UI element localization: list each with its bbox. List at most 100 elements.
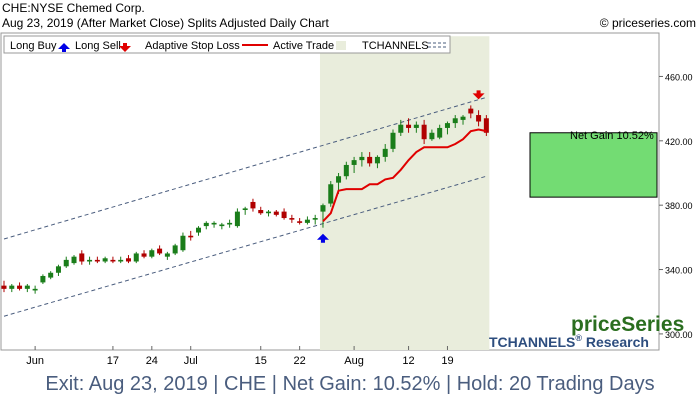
candle-body [304, 219, 310, 223]
candle-body [48, 272, 54, 278]
legend-stop-loss-label: Adaptive Stop Loss [145, 40, 240, 52]
brand-logo: priceSeries [571, 313, 684, 336]
candle-body [133, 253, 139, 262]
candle-body [234, 211, 240, 227]
candle-body [437, 127, 443, 138]
candles-layer [1, 105, 489, 294]
candle-body [382, 148, 388, 157]
candle-body [483, 118, 489, 133]
candle-body [40, 275, 46, 283]
y-tick-label: 460.00 [665, 72, 693, 82]
candle-body [398, 124, 404, 133]
candle-body [188, 235, 194, 238]
candle-body [359, 156, 365, 161]
legend-active-trade-label: Active Trade [273, 40, 334, 52]
candle-body [110, 259, 116, 262]
x-tick-label: 24 [146, 355, 158, 367]
candle-body [149, 250, 155, 257]
candle-body [32, 288, 38, 291]
candle-body [118, 259, 124, 262]
long-sell-signal-icon [472, 90, 485, 100]
candle-body [367, 156, 373, 164]
trade-summary-footer: Exit: Aug 23, 2019 | CHE | Net Gain: 10.… [45, 373, 655, 395]
legend-active-swatch [336, 41, 346, 50]
y-tick-label: 300.00 [665, 330, 693, 340]
candle-body [444, 123, 450, 128]
candle-body [63, 259, 69, 267]
stop-loss-layer [322, 128, 487, 222]
candle-body [24, 285, 30, 289]
candle-body [227, 222, 233, 225]
candle-body [406, 124, 412, 128]
active-trade-region [319, 36, 490, 351]
candle-body [180, 235, 186, 251]
chart-subtitle: Aug 23, 2019 (After Market Close) Splits… [2, 16, 329, 30]
candle-body [460, 116, 466, 120]
source-credit: © priceseries.com [599, 16, 696, 30]
tchannel-layer [3, 96, 658, 317]
x-tick-label: 22 [294, 355, 306, 367]
candle-body [258, 210, 264, 214]
x-tick-label: Jun [26, 355, 44, 367]
legend-tchannels-label: TCHANNELS [362, 40, 429, 52]
y-tick-label: 380.00 [665, 201, 693, 211]
legend: Long Buy Long Sell Adaptive Stop Loss Ac… [3, 35, 451, 54]
x-tick-label: 17 [107, 355, 119, 367]
x-tick-label: 19 [441, 355, 453, 367]
x-tick-label: 12 [402, 355, 414, 367]
legend-long-buy-label: Long Buy [10, 40, 57, 52]
candle-body [289, 218, 295, 220]
candle-body [452, 118, 458, 124]
candle-body [250, 201, 256, 209]
adaptive-stop-loss-line [322, 128, 487, 222]
long-buy-signal-icon [316, 233, 329, 243]
candle-body [281, 211, 287, 219]
axis-layer: 300.00 340.00 380.00 420.00 460.00 Jun 17 24 Jul… [26, 72, 692, 367]
candle-body [273, 211, 279, 215]
x-tick-label: Aug [344, 355, 364, 367]
candle-body [79, 253, 85, 262]
candle-body [94, 259, 100, 262]
candle-body [476, 115, 482, 122]
chart-title: CHE:NYSE Chemed Corp. [2, 1, 145, 15]
net-gain-box [529, 132, 658, 198]
candle-body [421, 124, 427, 140]
candle-body [172, 245, 178, 254]
candle-body [266, 211, 272, 214]
candle-body [242, 208, 248, 211]
candle-body [336, 176, 342, 183]
candle-body [211, 222, 217, 225]
candle-body [71, 256, 77, 264]
candle-body [17, 285, 23, 289]
brand-subtitle-tail: Research [582, 334, 649, 350]
x-tick-label: 15 [255, 355, 267, 367]
brand-subtitle: TCHANNELS® Research [489, 333, 649, 350]
candle-body [468, 108, 474, 114]
candle-body [1, 285, 7, 289]
candle-body [429, 132, 435, 140]
candle-body [196, 227, 201, 233]
candle-body [219, 224, 225, 227]
y-tick-label: 340.00 [665, 266, 693, 276]
candle-body [141, 253, 147, 257]
candle-body [320, 205, 326, 212]
brand-subtitle-main: TCHANNELS [489, 334, 575, 350]
candle-body [351, 160, 357, 165]
candle-body [9, 285, 15, 289]
active-trade-layer [319, 36, 490, 351]
legend-buy-arrow-icon [58, 43, 70, 52]
candle-body [55, 266, 61, 273]
candle-body [374, 156, 380, 164]
candle-body [157, 248, 163, 254]
candle-body [102, 258, 108, 262]
legend-long-sell-label: Long Sell [75, 40, 121, 52]
candle-body [343, 164, 349, 177]
x-tick-label: Jul [184, 355, 198, 367]
brand-subtitle-reg: ® [575, 333, 582, 343]
candle-body [312, 218, 318, 220]
candle-body [125, 258, 131, 262]
y-tick-label: 420.00 [665, 137, 693, 147]
net-gain-label: Net Gain 10.52% [570, 130, 654, 142]
legend-sell-arrow-icon [119, 43, 131, 52]
